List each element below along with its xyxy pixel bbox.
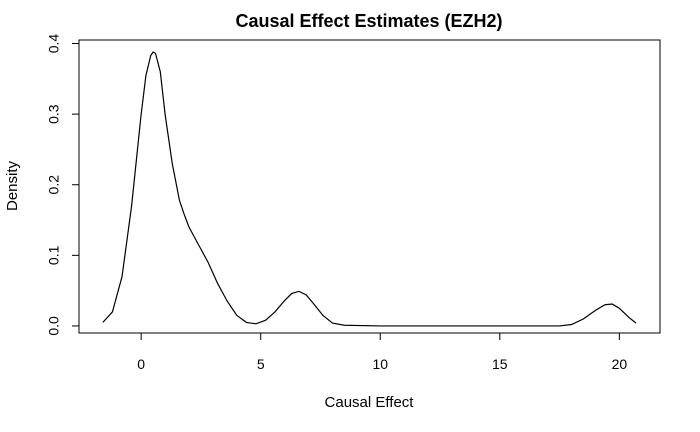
y-tick-label: 0.1 xyxy=(46,245,62,265)
x-tick-label: 0 xyxy=(137,356,145,372)
chart-title: Causal Effect Estimates (EZH2) xyxy=(235,11,502,31)
y-tick-label: 0.0 xyxy=(46,316,62,336)
x-tick-label: 10 xyxy=(372,356,388,372)
x-tick-label: 20 xyxy=(612,356,628,372)
y-tick-label: 0.2 xyxy=(46,175,62,195)
y-axis: 0.0 0.1 0.2 0.3 0.4 xyxy=(46,34,80,336)
y-tick-label: 0.3 xyxy=(46,104,62,124)
x-tick-label: 5 xyxy=(257,356,265,372)
y-tick-label: 0.4 xyxy=(46,34,62,54)
x-tick-label: 15 xyxy=(492,356,508,372)
plot-frame xyxy=(78,39,661,334)
x-axis-label: Causal Effect xyxy=(325,394,415,411)
density-line xyxy=(102,51,637,327)
y-axis-label: Density xyxy=(4,160,21,211)
x-axis: 0 5 10 15 20 xyxy=(137,332,628,372)
